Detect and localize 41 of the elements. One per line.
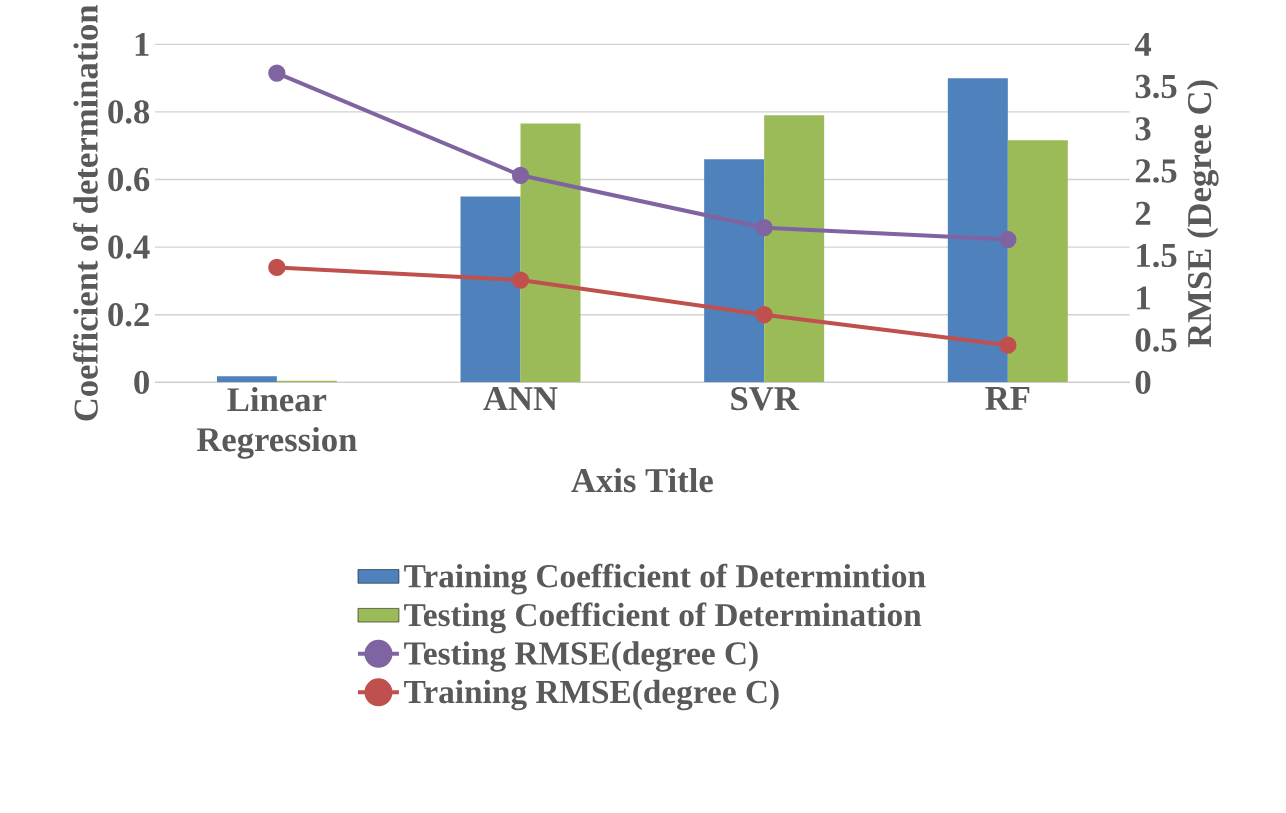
- x-axis-title: Axis Title: [571, 467, 713, 493]
- y-tick-label: 0.2: [108, 302, 149, 327]
- x-tick-label: ANN: [483, 386, 558, 410]
- legend-label: Testing Coefficient of Determination: [404, 602, 922, 634]
- bar: [1007, 140, 1068, 383]
- x-tick-label: Linear Regression: [196, 386, 357, 459]
- y2-tick-label: 0: [1135, 370, 1151, 394]
- y-tick-label: 0.6: [108, 167, 150, 192]
- point: [268, 258, 286, 276]
- y2-tick-label: 1.5: [1137, 243, 1177, 268]
- y2-tick-label: 4: [1134, 32, 1152, 56]
- y2-axis-title: RMSE (Degree C): [1186, 80, 1219, 348]
- y-tick-label: 0.8: [108, 100, 150, 124]
- y2-tick-label: 0.5: [1135, 328, 1177, 352]
- point: [755, 218, 773, 237]
- y2-tick-label: 2: [1135, 201, 1151, 225]
- y-tick-label: 0.4: [108, 235, 150, 259]
- bar: [520, 123, 581, 383]
- y-tick-label: 0: [134, 370, 149, 394]
- bar: [460, 196, 521, 383]
- y2-tick-label: 3.5: [1135, 74, 1177, 99]
- y-tick-label: 1: [135, 32, 149, 56]
- legend-label: Training Coefficient of Determintion: [404, 563, 926, 595]
- bar: [764, 115, 825, 383]
- x-tick-label: RF: [985, 386, 1030, 410]
- point: [999, 336, 1017, 354]
- y2-tick-label: 3: [1135, 117, 1151, 141]
- point: [755, 305, 773, 324]
- legend-label: Training RMSE(degree C): [404, 679, 779, 711]
- point: [268, 64, 286, 82]
- legend-label: Testing RMSE(degree C): [404, 641, 758, 672]
- y2-tick-label: 1: [1137, 286, 1150, 310]
- bar: [947, 77, 1008, 383]
- y-axis-title: Coefficient of determination: [73, 4, 98, 421]
- bar: [216, 376, 277, 383]
- point: [999, 230, 1017, 249]
- x-tick-label: SVR: [731, 386, 800, 411]
- bar: [704, 159, 765, 383]
- y2-tick-label: 2.5: [1135, 159, 1177, 183]
- point: [511, 271, 530, 289]
- point: [511, 166, 530, 184]
